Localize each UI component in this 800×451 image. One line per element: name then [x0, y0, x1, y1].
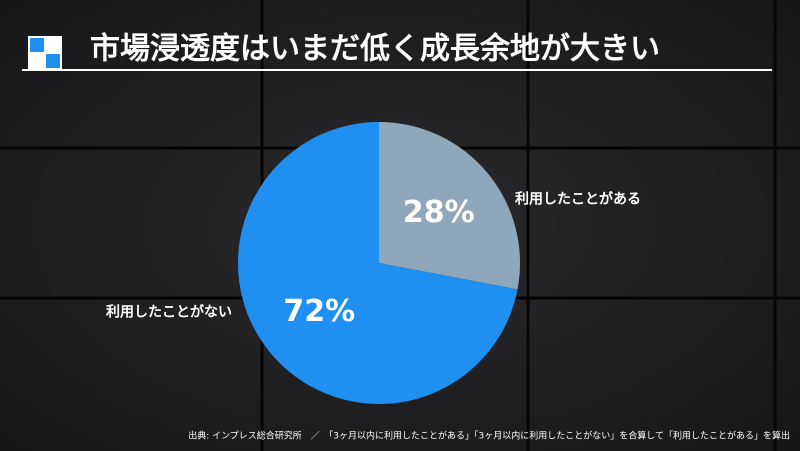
- chart-title: 市場浸透度はいまだ低く成長余地が大きい: [90, 32, 660, 67]
- category-label: 利用したことがある: [515, 191, 641, 208]
- logo: [28, 36, 62, 70]
- source-note: 出典: インプレス総合研究所 ／ 「3ヶ月以内に利用したことがある」「3ヶ月以内…: [188, 430, 790, 442]
- pie-slice: [379, 122, 520, 290]
- category-label: 利用したことがない: [106, 303, 232, 320]
- pie-slice: [237, 122, 518, 404]
- value-label: 72%: [283, 294, 355, 329]
- value-label: 28%: [403, 195, 475, 230]
